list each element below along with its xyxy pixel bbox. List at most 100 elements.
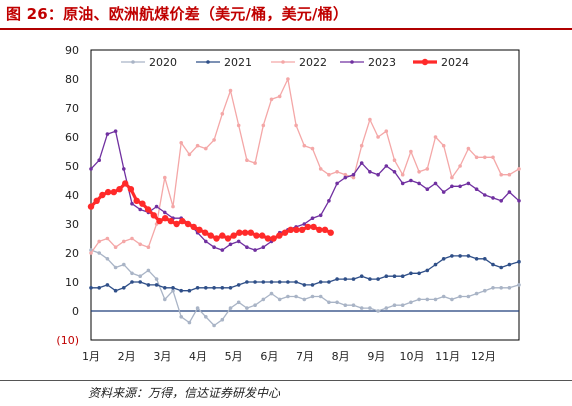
data-point bbox=[499, 265, 504, 270]
data-point bbox=[293, 226, 300, 233]
data-point bbox=[253, 161, 257, 165]
plot-border bbox=[90, 49, 520, 341]
data-point bbox=[450, 254, 454, 258]
data-point bbox=[105, 236, 110, 241]
data-point bbox=[409, 300, 413, 305]
data-point bbox=[507, 190, 512, 194]
data-point bbox=[507, 262, 512, 267]
data-point bbox=[517, 167, 521, 171]
data-point bbox=[343, 172, 348, 177]
legend-item-2023: 2023 bbox=[340, 56, 396, 69]
data-point bbox=[359, 143, 364, 148]
data-point bbox=[318, 213, 323, 218]
data-point bbox=[483, 288, 487, 293]
data-point bbox=[466, 294, 471, 299]
title-bar: 图 26：原油、欧洲航煤价差（美元/桶，美元/桶） bbox=[0, 0, 572, 30]
data-point bbox=[236, 300, 241, 305]
series-2023 bbox=[89, 129, 521, 252]
data-point bbox=[116, 186, 123, 193]
data-point bbox=[417, 271, 421, 276]
data-point bbox=[351, 277, 356, 281]
data-point bbox=[212, 323, 216, 328]
data-point bbox=[245, 245, 249, 249]
data-point bbox=[507, 286, 512, 290]
data-point bbox=[241, 229, 249, 236]
data-point bbox=[483, 193, 487, 197]
data-point bbox=[458, 254, 462, 258]
data-point bbox=[335, 277, 339, 281]
data-point bbox=[351, 172, 356, 177]
data-point bbox=[474, 187, 479, 191]
data-point bbox=[228, 286, 233, 290]
data-point bbox=[384, 274, 389, 278]
x-tick-label: 1月 bbox=[82, 350, 100, 363]
data-point bbox=[409, 178, 413, 183]
data-point bbox=[196, 226, 203, 233]
data-point bbox=[491, 155, 495, 160]
data-point bbox=[400, 274, 405, 278]
data-point bbox=[310, 223, 317, 231]
data-point bbox=[204, 146, 208, 151]
data-point bbox=[318, 167, 323, 171]
data-point bbox=[245, 158, 249, 162]
data-point bbox=[253, 232, 260, 239]
data-point bbox=[483, 257, 487, 261]
data-point bbox=[376, 172, 380, 177]
data-point bbox=[110, 188, 118, 196]
data-point bbox=[433, 135, 438, 139]
data-point bbox=[167, 217, 175, 225]
x-tick-label: 11月 bbox=[435, 350, 460, 363]
data-point bbox=[441, 257, 446, 261]
data-point bbox=[384, 164, 389, 168]
x-tick-label: 3月 bbox=[153, 350, 171, 363]
data-point bbox=[207, 232, 214, 239]
figure-title: 图 26：原油、欧洲航煤价差（美元/桶，美元/桶） bbox=[6, 5, 349, 23]
title-rule bbox=[0, 28, 572, 30]
data-point bbox=[425, 167, 430, 171]
data-point bbox=[335, 300, 339, 305]
data-point bbox=[204, 315, 208, 319]
data-point bbox=[171, 288, 175, 293]
data-point bbox=[171, 204, 175, 209]
data-point bbox=[253, 248, 257, 252]
data-point bbox=[212, 245, 216, 249]
data-point bbox=[146, 245, 151, 249]
data-point bbox=[287, 226, 294, 233]
data-point bbox=[343, 277, 348, 281]
data-point bbox=[261, 245, 266, 249]
data-point bbox=[466, 181, 471, 186]
data-point bbox=[392, 170, 397, 174]
data-point bbox=[327, 300, 331, 305]
plot-area bbox=[90, 49, 520, 341]
data-point bbox=[144, 206, 152, 213]
data-point bbox=[130, 271, 134, 276]
data-point bbox=[228, 306, 233, 310]
series-line-2020 bbox=[90, 249, 520, 327]
data-point bbox=[245, 280, 249, 284]
data-point bbox=[327, 199, 331, 203]
data-point bbox=[277, 280, 282, 284]
x-tick-label: 9月 bbox=[367, 350, 385, 363]
data-point bbox=[286, 294, 290, 299]
data-point bbox=[458, 164, 462, 168]
data-point bbox=[122, 286, 126, 290]
data-point bbox=[204, 286, 208, 290]
data-point bbox=[138, 280, 142, 284]
data-point bbox=[150, 212, 157, 219]
data-point bbox=[146, 283, 151, 287]
data-point bbox=[281, 229, 289, 236]
data-point bbox=[343, 303, 348, 308]
data-point bbox=[499, 199, 504, 203]
data-point bbox=[179, 315, 183, 319]
data-point bbox=[483, 155, 487, 160]
x-tick-label: 6月 bbox=[260, 350, 278, 363]
legend-label: 2020 bbox=[149, 56, 177, 69]
data-point bbox=[89, 286, 93, 290]
data-point bbox=[154, 204, 159, 209]
legend: 2020 2021 2022 2023 2024 bbox=[121, 56, 469, 69]
data-point bbox=[425, 297, 430, 302]
legend-label: 2021 bbox=[224, 56, 252, 69]
data-point bbox=[316, 226, 323, 233]
data-point bbox=[138, 242, 142, 247]
data-point bbox=[236, 283, 241, 287]
